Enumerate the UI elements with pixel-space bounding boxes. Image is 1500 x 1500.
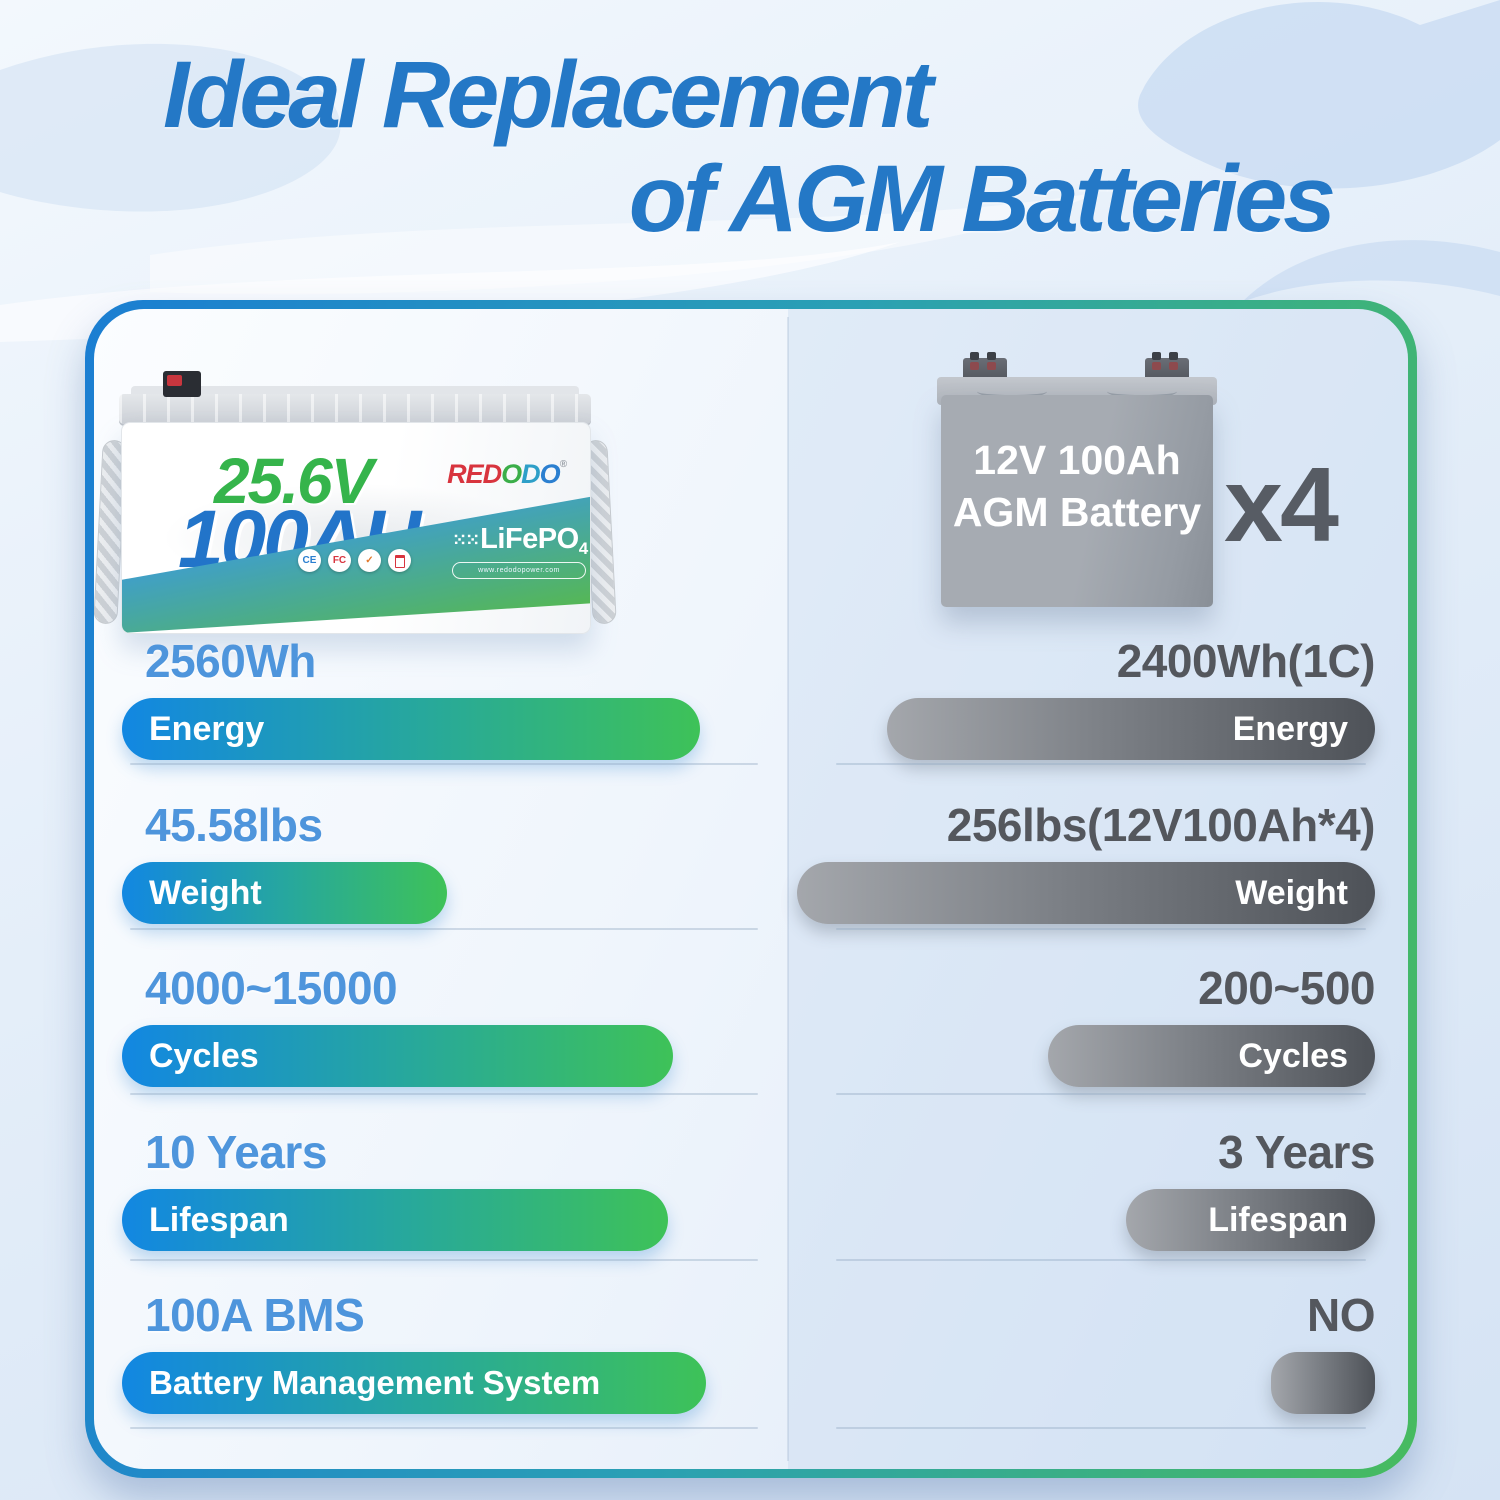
lifepo4-energy-value: 2560Wh: [145, 635, 316, 687]
agm-label-line1: 12V 100Ah: [973, 437, 1181, 483]
lifepo4-lifespan-bar-label: Lifespan: [149, 1200, 289, 1239]
lifepo4-cycles-bar-label: Cycles: [149, 1036, 259, 1075]
dot-grid-icon: ⁙⁙: [452, 530, 480, 550]
row-divider: [130, 1259, 758, 1261]
agm-battery-image: 12V 100Ah AGM Battery: [937, 352, 1217, 611]
battery-front-label: 25.6V 100AH REDODO® CE FC ✓ ⁙⁙LiFePO4 ww…: [121, 422, 591, 634]
comparison-card-body: 25.6V 100AH REDODO® CE FC ✓ ⁙⁙LiFePO4 ww…: [94, 309, 1408, 1469]
row-divider: [836, 928, 1366, 930]
lifepo4-bms-bar-label: Battery Management System: [149, 1364, 601, 1401]
battery-lid: [119, 394, 591, 424]
logo-o2: O: [539, 459, 561, 489]
page-title-line2: of AGM Batteries: [628, 146, 1336, 252]
chemistry-name: LiFePO: [480, 523, 579, 555]
agm-cycles-bar-label: Cycles: [1238, 1036, 1348, 1075]
agm-weight-value: 256lbs(12V100Ah*4): [946, 799, 1376, 851]
agm-weight-bar-label: Weight: [1235, 873, 1348, 912]
row-divider: [130, 1093, 758, 1095]
agm-lifespan-bar: Lifespan: [1126, 1189, 1375, 1251]
agm-label-line2: AGM Battery: [952, 489, 1202, 535]
redodo-logo: REDODO®: [447, 459, 567, 490]
lifepo4-weight-bar-label: Weight: [149, 873, 262, 912]
lifepo4-bms-bar: Battery Management System: [122, 1352, 706, 1414]
chemistry-text: ⁙⁙LiFePO4: [452, 523, 588, 559]
logo-d: D: [521, 459, 540, 489]
row-divider: [836, 1259, 1366, 1261]
certification-icons: CE FC ✓: [298, 549, 411, 572]
agm-energy-value: 2400Wh(1C): [1116, 635, 1376, 687]
voltage-text: 25.6V: [214, 445, 373, 517]
bin-glyph: [394, 555, 405, 568]
lifepo4-cycles-value: 4000~15000: [145, 962, 398, 1014]
logo-red-part: RED: [447, 459, 502, 489]
logo-o1: O: [501, 459, 522, 489]
agm-cycles-bar: Cycles: [1048, 1025, 1375, 1087]
registered-mark: ®: [559, 459, 567, 470]
lifepo4-bms-value: 100A BMS: [145, 1289, 365, 1341]
fcc-icon: FC: [328, 549, 351, 572]
row-divider: [130, 763, 758, 765]
agm-energy-bar-label: Energy: [1232, 709, 1348, 748]
lifepo4-cycles-bar: Cycles: [122, 1025, 673, 1087]
column-divider: [787, 317, 789, 1461]
row-divider: [130, 1427, 758, 1429]
agm-bms-value: NO: [1307, 1289, 1376, 1341]
website-pill: www.redodopower.com: [452, 562, 586, 579]
lifepo4-lifespan-bar: Lifespan: [122, 1189, 668, 1251]
agm-weight-bar: Weight: [797, 862, 1375, 924]
agm-cycles-value: 200~500: [1198, 962, 1375, 1014]
row-divider: [130, 928, 758, 930]
agm-body: 12V 100Ah AGM Battery: [941, 395, 1213, 607]
agm-energy-bar: Energy: [887, 698, 1375, 760]
lifepo4-weight-bar: Weight: [122, 862, 447, 924]
battery-terminal: [163, 371, 201, 397]
lifepo4-lifespan-value: 10 Years: [145, 1126, 327, 1178]
lifepo4-battery-image: 25.6V 100AH REDODO® CE FC ✓ ⁙⁙LiFePO4 ww…: [94, 370, 617, 638]
lifepo4-energy-bar: Energy: [122, 698, 700, 760]
lifepo4-energy-bar-label: Energy: [149, 709, 265, 748]
chemistry-subscript: 4: [578, 539, 588, 558]
lifepo4-weight-value: 45.58lbs: [145, 799, 323, 851]
agm-lifespan-bar-label: Lifespan: [1208, 1200, 1348, 1239]
row-divider: [836, 763, 1366, 765]
agm-bms-bar: [1271, 1352, 1375, 1414]
agm-lifespan-value: 3 Years: [1218, 1126, 1375, 1178]
quantity-multiplier: x4: [1224, 446, 1339, 564]
comparison-card: 25.6V 100AH REDODO® CE FC ✓ ⁙⁙LiFePO4 ww…: [85, 300, 1417, 1478]
ce-icon: CE: [298, 549, 321, 572]
row-divider: [836, 1427, 1366, 1429]
check-icon: ✓: [358, 549, 381, 572]
weee-bin-icon: [388, 549, 411, 572]
row-divider: [836, 1093, 1366, 1095]
page-title-line1: Ideal Replacement: [163, 42, 933, 148]
